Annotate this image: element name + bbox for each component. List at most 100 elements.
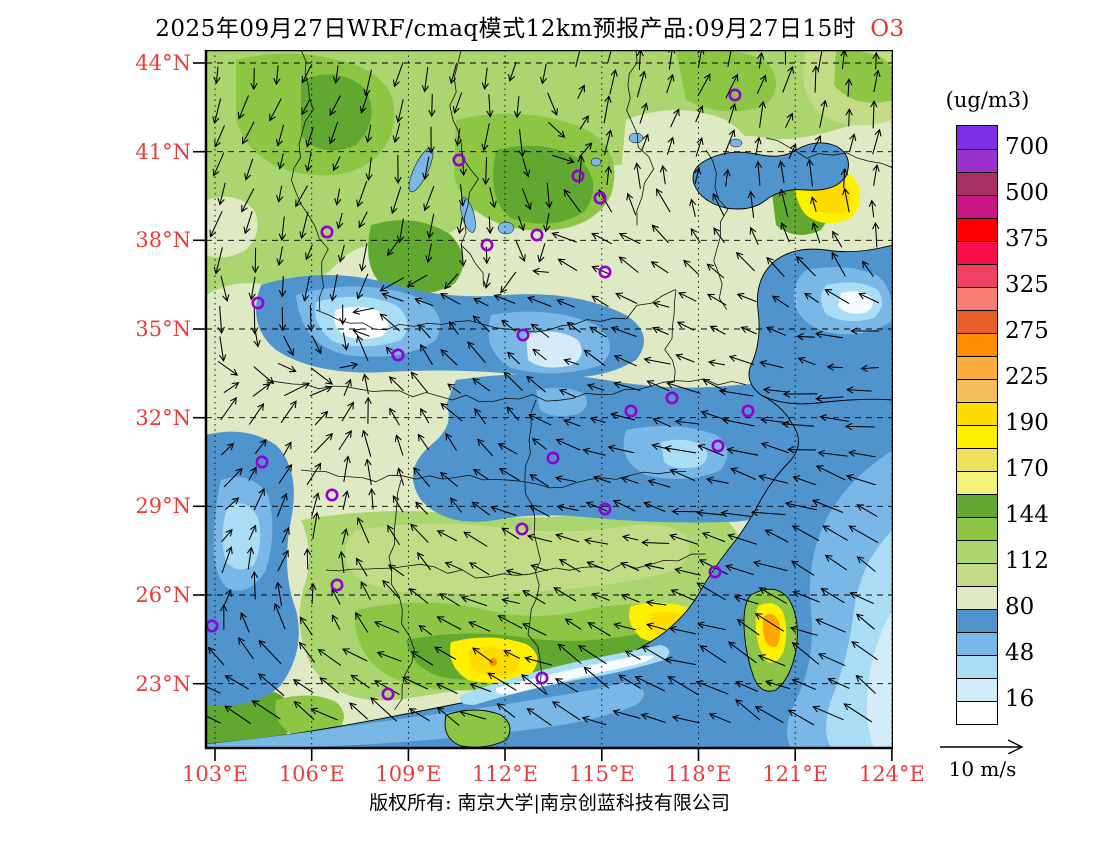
wind-arrow (253, 330, 261, 348)
wind-arrow (695, 680, 729, 695)
wind-arrow (501, 527, 520, 540)
wind-arrow (551, 231, 577, 243)
leizhou-land (444, 709, 511, 748)
wind-arrow (420, 407, 430, 424)
map-canvas (193, 50, 893, 761)
wind-arrow (467, 341, 486, 364)
wind-arrow (843, 703, 873, 723)
wind-arrow (497, 615, 523, 629)
wind-arrow (414, 297, 434, 307)
lat-label: 44°N (135, 51, 191, 75)
wind-arrow (723, 168, 731, 187)
wind-arrow (791, 560, 815, 576)
wind-arrow (707, 359, 725, 367)
wind-arrow (846, 386, 872, 394)
city-marker (515, 522, 529, 536)
wind-arrow (254, 438, 267, 455)
wind-arrow (486, 216, 494, 235)
wind-arrow (850, 327, 880, 335)
wind-arrow (582, 447, 606, 456)
wind-arrow (603, 129, 613, 156)
legend-color-swatch (957, 494, 997, 517)
wind-arrow (740, 326, 757, 335)
wind-arrow (248, 466, 257, 481)
wind-arrow (342, 490, 350, 510)
wind-arrow (356, 181, 368, 208)
wind-arrow (646, 380, 670, 392)
wind-arrow (310, 367, 333, 385)
wind-arrow (696, 621, 726, 631)
wind-arrow (577, 154, 585, 184)
wind-arrow (817, 652, 846, 667)
wind-arrow (758, 100, 766, 128)
wind-arrow (469, 562, 490, 576)
wind-arrow (566, 321, 581, 333)
wind-arrow (336, 212, 344, 230)
wind-arrow (436, 616, 462, 630)
wind-arrow (747, 190, 755, 218)
wind-arrow (724, 564, 754, 576)
wind-arrow (870, 100, 878, 129)
wind-arrow (558, 559, 581, 573)
wind-arrow (486, 94, 494, 118)
wind-arrow (524, 655, 553, 666)
wind-arrow (223, 467, 243, 488)
legend-units-label: (ug/m3) (945, 88, 1030, 112)
wind-arrow (547, 92, 558, 116)
wind-arrow (224, 675, 249, 690)
wind-arrow (526, 708, 552, 726)
wind-arrow (359, 92, 369, 114)
wind-arrow (695, 137, 704, 157)
wind-arrow (406, 274, 428, 287)
wind-arrow (795, 255, 816, 277)
wind-arrow (528, 505, 550, 518)
wind-arrow (469, 682, 492, 693)
wind-arrow (368, 487, 376, 510)
legend-color-swatch (957, 517, 997, 540)
wind-arrow (513, 96, 522, 119)
wind-arrow (418, 624, 433, 636)
wind-arrow (563, 358, 579, 366)
wind-arrow (220, 396, 237, 421)
wind-arrow (217, 305, 225, 335)
wind-arrows-layer (206, 50, 882, 726)
wind-arrow (250, 67, 258, 91)
wind-arrow (609, 411, 636, 421)
wind-arrow (343, 378, 352, 396)
wind-arrow (674, 418, 699, 426)
wind-arrow (554, 678, 579, 693)
lon-label: 103°E (182, 762, 248, 786)
wind-arrow (283, 382, 311, 397)
legend-tick-label: 500 (1005, 180, 1049, 206)
wind-arrow (212, 152, 225, 177)
wind-arrow (706, 293, 727, 306)
wind-arrow (472, 315, 491, 333)
wind-arrow (417, 433, 430, 451)
wind-arrow (757, 51, 765, 69)
wind-arrow (473, 298, 489, 307)
wind-arrow (311, 492, 321, 517)
wind-arrow (311, 335, 322, 355)
wind-arrow (434, 646, 457, 660)
wind-arrow (253, 366, 275, 385)
wind-arrow (613, 354, 637, 367)
wind-arrow (278, 307, 287, 332)
wind-arrow (387, 524, 400, 546)
wind-arrow (620, 476, 639, 484)
wind-arrow (644, 562, 665, 570)
wind-arrow (277, 549, 289, 572)
wind-arrow (298, 641, 316, 663)
wind-arrow (248, 524, 257, 541)
city-marker (598, 265, 612, 279)
wind-arrow (242, 121, 255, 145)
lat-label: 23°N (135, 671, 191, 696)
legend-tick-label: 112 (1005, 548, 1049, 574)
city-marker (598, 502, 612, 516)
wind-arrow (454, 128, 462, 147)
wind-arrow (677, 292, 697, 302)
wind-arrow (358, 211, 368, 229)
wind-arrow (555, 532, 580, 543)
wind-arrow (856, 556, 876, 572)
city-marker (325, 488, 339, 502)
wind-arrow (781, 50, 790, 65)
